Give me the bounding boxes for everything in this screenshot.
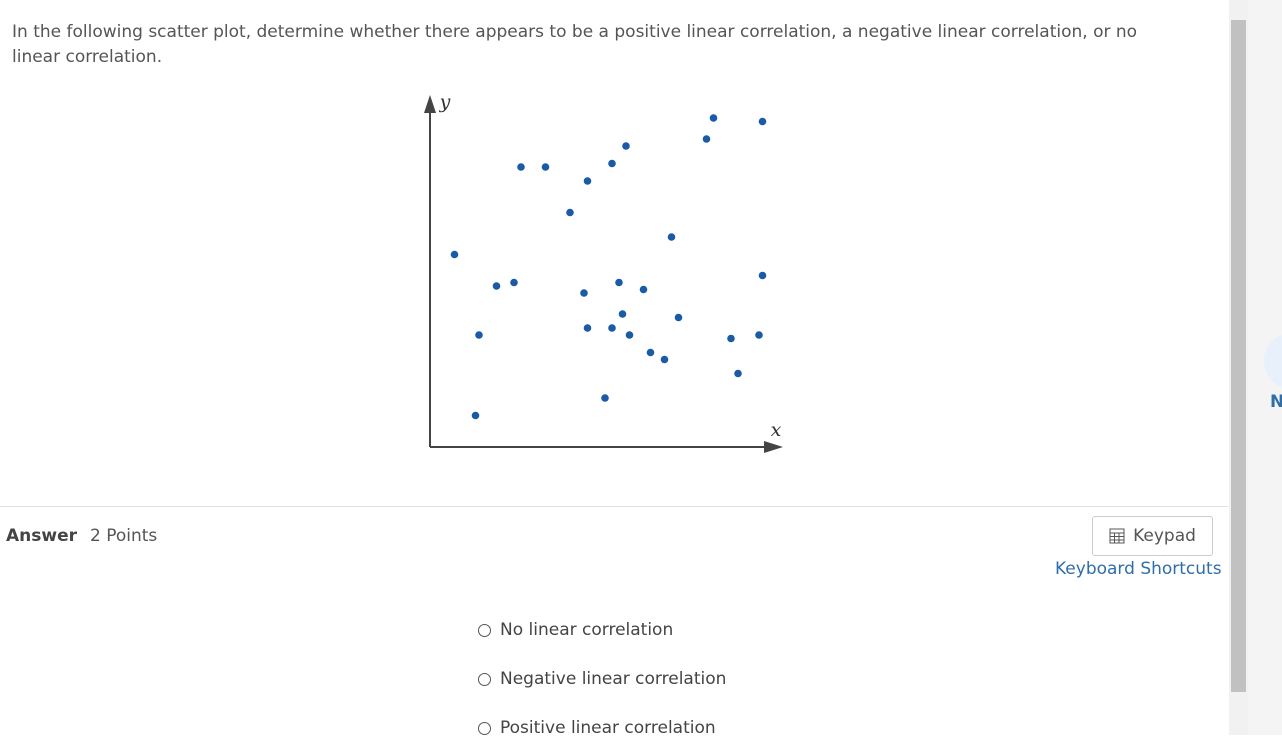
point xyxy=(709,114,718,122)
separator xyxy=(0,506,1228,507)
point xyxy=(608,324,616,332)
point xyxy=(702,135,711,143)
point xyxy=(475,331,483,339)
point xyxy=(615,278,623,287)
point xyxy=(541,163,550,171)
point xyxy=(492,282,501,290)
point xyxy=(608,159,616,168)
radio[interactable] xyxy=(478,672,491,686)
point xyxy=(646,348,655,357)
option[interactable]: Positive linear correlation xyxy=(478,718,716,738)
point xyxy=(667,233,676,241)
point xyxy=(510,278,518,287)
point xyxy=(566,208,574,217)
answer-label: Answer xyxy=(6,526,77,546)
point xyxy=(639,285,648,294)
radio[interactable] xyxy=(478,623,491,637)
option-label: Positive linear correlation xyxy=(500,718,716,738)
point xyxy=(625,331,634,339)
point xyxy=(583,177,592,185)
point xyxy=(674,313,683,322)
points: 2 Points xyxy=(90,526,158,546)
y-arrow xyxy=(424,95,436,113)
point xyxy=(758,271,767,280)
scroll-thumb[interactable] xyxy=(1231,20,1246,692)
keypad-icon xyxy=(1109,528,1125,544)
option[interactable]: Negative linear correlation xyxy=(478,669,726,689)
side-label: N xyxy=(1270,392,1282,412)
keypad-button[interactable]: Keypad xyxy=(1092,516,1213,556)
point xyxy=(758,117,767,126)
point xyxy=(727,334,735,343)
x-label: x xyxy=(771,419,782,441)
question: In the following scatter plot, determine… xyxy=(12,22,1138,67)
point xyxy=(660,355,669,364)
keyboard-shortcuts[interactable]: Keyboard Shortcuts xyxy=(1055,559,1222,579)
point xyxy=(618,310,627,318)
option-label: No linear correlation xyxy=(500,620,674,640)
scatter-plot: x y xyxy=(424,91,783,453)
x-arrow xyxy=(764,441,783,453)
point xyxy=(622,142,630,150)
keypad-label: Keypad xyxy=(1133,526,1196,546)
point xyxy=(601,394,609,402)
side-bubble[interactable] xyxy=(1264,334,1282,388)
radio[interactable] xyxy=(478,721,491,735)
point xyxy=(734,369,742,378)
point xyxy=(517,163,525,171)
point xyxy=(580,289,588,297)
point xyxy=(583,324,592,332)
y-label: y xyxy=(439,91,451,113)
point xyxy=(450,250,459,259)
option[interactable]: No linear correlation xyxy=(478,620,673,640)
point xyxy=(471,411,480,420)
point xyxy=(755,331,763,339)
option-label: Negative linear correlation xyxy=(500,669,727,689)
